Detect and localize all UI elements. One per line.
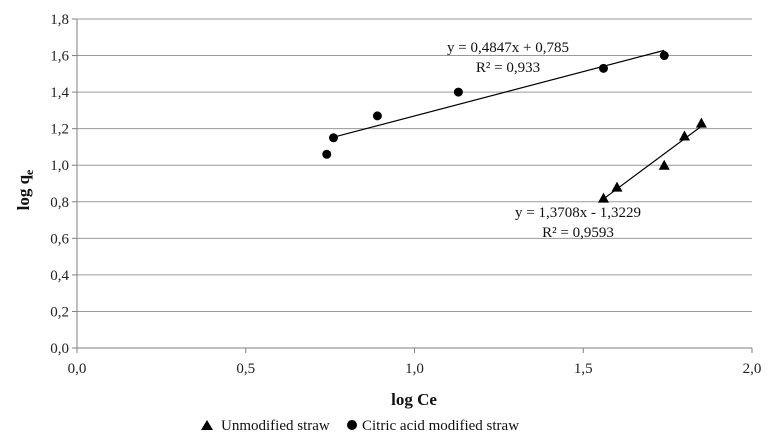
grid-lines (77, 18, 752, 312)
legend-circle-icon (347, 420, 357, 430)
point-unmodified (658, 159, 670, 170)
x-tick-label: 1,5 (574, 361, 593, 377)
x-tick-labels: 0,0 0,5 1,0 1,5 2,0 (68, 361, 762, 377)
y-tick-labels: 0,0 0,2 0,4 0,6 0,8 1,0 1,2 1,4 1,6 1,8 (50, 12, 69, 357)
legend-label-unmodified: Unmodified straw (221, 418, 330, 434)
y-tick-label: 0,0 (50, 341, 69, 357)
legend: Unmodified straw Citric acid modified st… (201, 418, 519, 434)
x-tick-label: 1,0 (405, 361, 424, 377)
point-citric (599, 63, 608, 73)
x-tick-label: 0,5 (236, 361, 255, 377)
axes (72, 18, 753, 353)
x-tick-label: 0,0 (68, 361, 87, 377)
point-citric (372, 111, 382, 121)
x-axis-title: log Ce (391, 390, 437, 409)
y-axis-title: log qe (14, 169, 36, 210)
y-axis-title-main: log q (14, 174, 33, 210)
y-tick-label: 1,6 (50, 49, 69, 65)
equation-unmodified: y = 1,3708x - 1,3229 (515, 205, 641, 221)
x-tick-label: 2,0 (743, 361, 762, 377)
y-tick-label: 1,2 (50, 122, 69, 138)
y-axis-title-sub: e (22, 169, 36, 175)
y-tick-label: 1,8 (50, 12, 69, 28)
point-unmodified (611, 181, 623, 192)
legend-label-citric: Citric acid modified straw (362, 418, 519, 434)
point-citric (453, 87, 463, 97)
point-citric (322, 149, 332, 159)
equation-citric: y = 0,4847x + 0,785 (447, 40, 569, 56)
y-tick-label: 0,2 (50, 304, 69, 320)
point-unmodified (679, 130, 690, 141)
legend-triangle-icon (201, 420, 213, 430)
data-points (322, 51, 707, 203)
r2-unmodified: R² = 0,9593 (542, 225, 614, 241)
point-citric (329, 133, 338, 143)
y-tick-label: 1,0 (50, 158, 69, 174)
point-unmodified (695, 117, 707, 128)
y-tick-label: 0,6 (50, 231, 69, 247)
point-citric (659, 51, 669, 61)
y-tick-label: 0,4 (50, 268, 69, 284)
y-tick-label: 0,8 (50, 195, 69, 211)
point-unmodified (598, 192, 609, 203)
r2-citric: R² = 0,933 (476, 60, 540, 76)
y-tick-label: 1,4 (50, 85, 69, 101)
trendline-citric (329, 49, 665, 139)
